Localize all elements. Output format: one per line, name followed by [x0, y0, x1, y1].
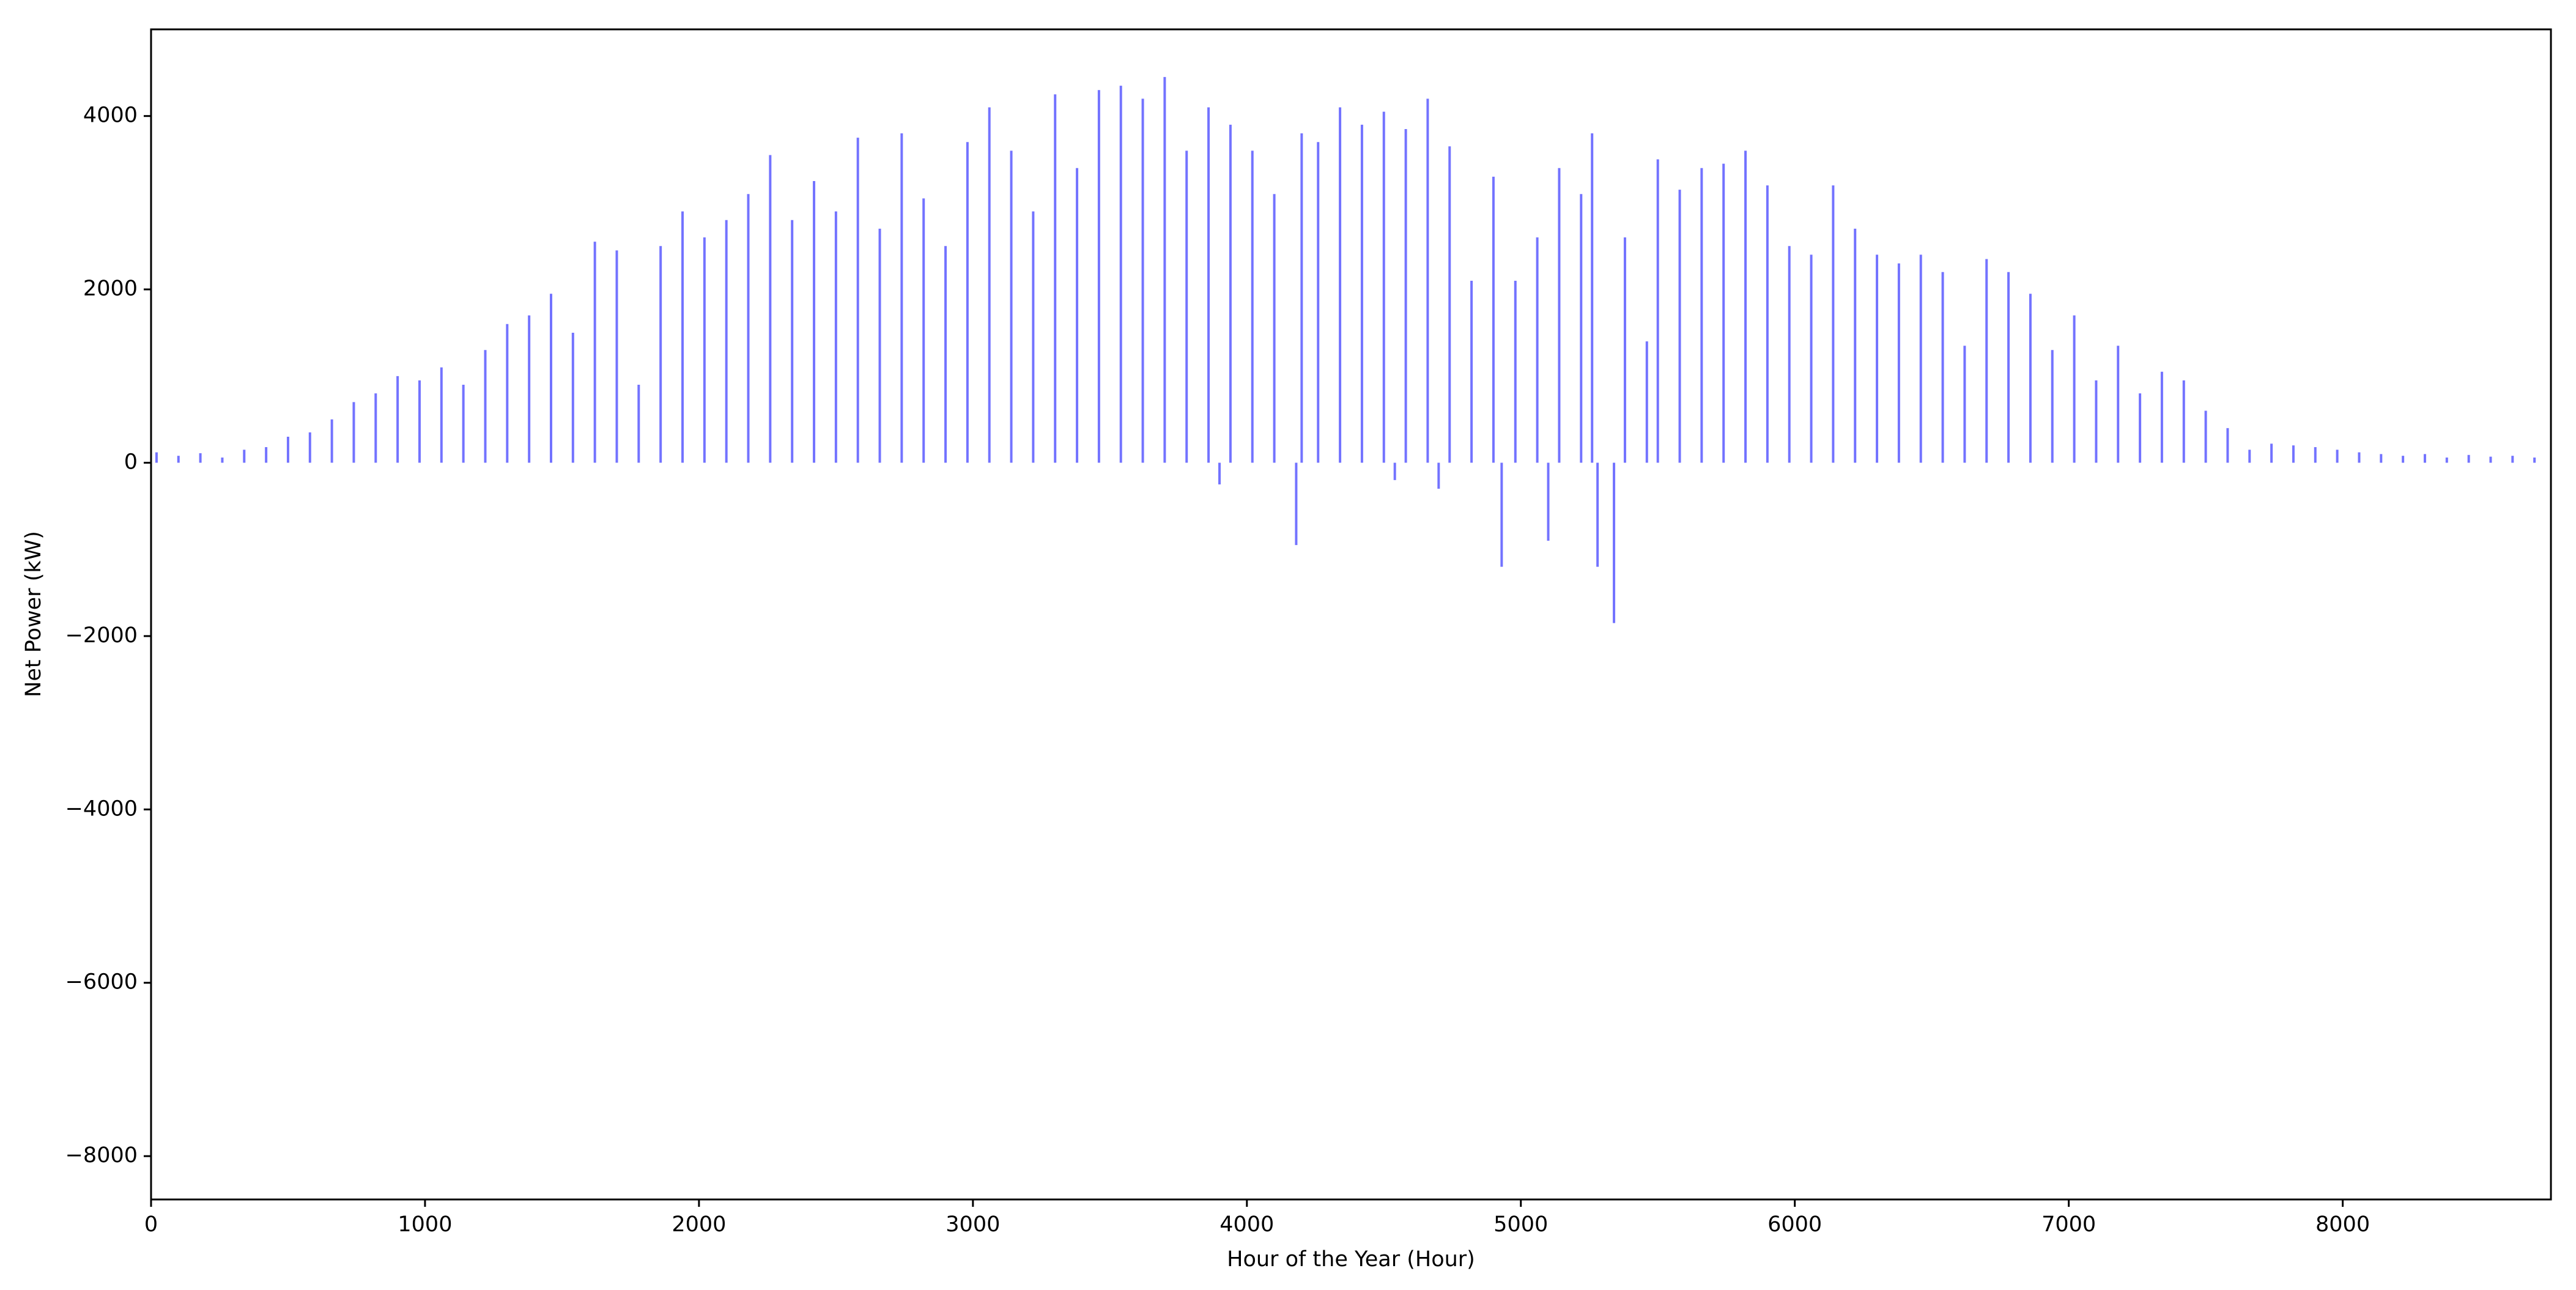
y-tick-label: −2000 [65, 623, 138, 648]
y-tick-label: 2000 [83, 276, 138, 301]
x-tick-label: 0 [144, 1212, 158, 1237]
y-tick-label: −8000 [65, 1143, 138, 1168]
y-axis-label: Net Power (kW) [21, 531, 46, 697]
x-tick-label: 8000 [2315, 1212, 2370, 1237]
y-tick-label: 4000 [83, 103, 138, 128]
y-tick-label: −6000 [65, 970, 138, 995]
y-tick-label: 0 [124, 450, 138, 475]
x-tick-label: 4000 [1220, 1212, 1274, 1237]
plot-frame [150, 28, 2552, 1201]
x-tick-label: 6000 [1767, 1212, 1822, 1237]
x-tick-label: 7000 [2041, 1212, 2096, 1237]
x-tick-label: 2000 [672, 1212, 726, 1237]
y-tick-label: −4000 [65, 796, 138, 821]
x-tick-label: 3000 [946, 1212, 1000, 1237]
x-axis-label: Hour of the Year (Hour) [1227, 1247, 1475, 1272]
x-tick-label: 1000 [398, 1212, 452, 1237]
x-tick-label: 5000 [1493, 1212, 1548, 1237]
